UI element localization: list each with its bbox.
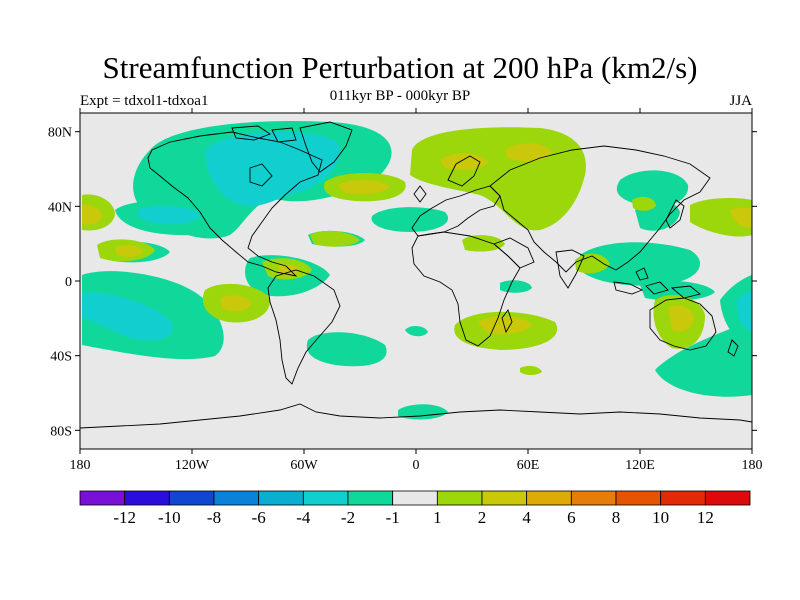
- coastline-hudson-bay: [249, 163, 273, 187]
- colorbar-swatch: [347, 490, 394, 506]
- lon-tick-label: 60W: [290, 458, 318, 473]
- coastline-indonesia: [613, 267, 701, 299]
- contour-positive-north-africa: [462, 235, 505, 252]
- colorbar-label: 10: [652, 508, 669, 527]
- period-label: 011kyr BP - 000kyr BP: [329, 88, 471, 104]
- coastline-new-zealand: [727, 339, 739, 357]
- contour-positive-mid-atlantic: [310, 230, 360, 247]
- contour-positive-caribbean-core: [278, 264, 300, 276]
- coastline-india: [555, 249, 585, 289]
- coastline-scandinavia: [447, 155, 481, 187]
- lon-tick-label: 120W: [175, 458, 210, 473]
- lon-tick-label: 120E: [625, 458, 655, 473]
- contour-positive-north-pacific-east: [690, 197, 752, 237]
- colorbar-label: -2: [341, 508, 355, 527]
- colorbar-label: -4: [296, 508, 311, 527]
- colorbar-label: 8: [612, 508, 621, 527]
- map-panel: 180 120W 60W 0 60E 120E 180 80N 40N 0 40S 80S: [48, 108, 763, 473]
- coastline-arabia: [493, 237, 535, 269]
- contour-positive-east-africa-small: [520, 365, 542, 375]
- colorbar-label: -1: [386, 508, 400, 527]
- colorbar-label: -6: [252, 508, 266, 527]
- coastline-madagascar: [501, 309, 513, 334]
- colorbar-label: 12: [697, 508, 714, 527]
- contour-negative-indonesia: [640, 280, 715, 301]
- colorbar-swatch: [124, 490, 170, 506]
- contour-positive-australia-core: [668, 305, 694, 332]
- lat-tick-label: 40S: [50, 350, 72, 365]
- colorbar-swatch: [481, 490, 528, 506]
- lon-tick-label: 180: [70, 458, 91, 473]
- contour-negative-pacific-west-core: [82, 292, 173, 341]
- colorbar-swatch: [79, 490, 126, 506]
- coastline-arctic-islands: [231, 125, 297, 143]
- experiment-label: Expt = tdxol1-tdxoa1: [80, 93, 209, 109]
- lon-tick-label: 0: [413, 458, 420, 473]
- contour-positive-north-pacific-west-core: [82, 204, 102, 225]
- contour-positive-central-pacific-core: [115, 245, 143, 257]
- colorbar-label: -10: [158, 508, 181, 527]
- contour-negative-east-asia: [616, 170, 689, 207]
- coastlines: [80, 121, 752, 429]
- colorbar-label: 4: [522, 508, 531, 527]
- map-title: Streamfunction Perturbation at 200 hPa (…: [102, 50, 698, 85]
- coastline-north-america: [147, 131, 323, 277]
- contour-positive-eurasia-core-west: [440, 153, 488, 170]
- contour-positive-north-pacific-east-core: [730, 207, 752, 228]
- colorbar-swatch: [570, 490, 617, 506]
- contour-negative-pacific-east-edge: [720, 275, 752, 345]
- coastline-antarctica: [80, 403, 752, 429]
- contour-positive-tropical-pacific-core: [220, 295, 252, 312]
- colorbar-label: -8: [207, 508, 221, 527]
- colorbar-swatch: [302, 490, 349, 506]
- colorbar-swatch: [436, 490, 483, 506]
- contour-negative-pacific-east-core: [736, 290, 752, 332]
- contour-negative-antarctica: [398, 404, 448, 420]
- colorbar-label: 1: [433, 508, 442, 527]
- colorbar-swatch: [660, 490, 706, 506]
- map-axis-ticks: 180 120W 60W 0 60E 120E 180 80N 40N 0 40S 80S: [48, 108, 763, 473]
- contour-positive-south-indian-core: [478, 316, 532, 334]
- lon-tick-label: 180: [742, 458, 763, 473]
- coastline-australia: [649, 297, 717, 351]
- contour-negative-south-atlantic-small: [405, 326, 428, 337]
- colorbar-label: -12: [113, 508, 136, 527]
- coastline-asia: [489, 145, 711, 273]
- contour-negative-atlantic: [371, 207, 449, 232]
- colorbar-swatch: [258, 490, 304, 506]
- colorbar-swatch: [168, 490, 215, 506]
- lat-tick-label: 80N: [48, 126, 72, 141]
- coastline-japan: [665, 199, 685, 229]
- colorbar-swatch: [213, 490, 260, 506]
- contour-negative-southern-ocean-east: [655, 320, 752, 397]
- colorbar-label: 6: [567, 508, 576, 527]
- contour-positive-eurasia-core-east: [505, 143, 552, 162]
- contour-negative-south-america: [306, 332, 387, 367]
- coastline-uk: [413, 185, 427, 203]
- colorbar-swatch: [526, 490, 572, 506]
- contour-negative-africa-south: [500, 280, 532, 293]
- colorbar-swatch: [615, 490, 662, 506]
- colorbar: -12 -10 -8 -6 -4 -2 -1 1 2 4 6 8 10 12: [79, 490, 751, 527]
- colorbar-label: 2: [478, 508, 487, 527]
- colorbar-swatch: [704, 490, 751, 506]
- contour-positive-indian-subcontinent: [575, 253, 610, 274]
- lat-tick-label: 0: [65, 275, 72, 290]
- season-label: JJA: [729, 93, 752, 109]
- contour-negative-pacific-north-core: [137, 205, 200, 225]
- contour-negative-north-america-core: [205, 131, 341, 207]
- contour-positive-north-atlantic-core: [338, 179, 390, 195]
- colorbar-swatch: [392, 490, 438, 506]
- coastline-south-america: [267, 269, 341, 385]
- contour-positive-tibet: [632, 196, 656, 211]
- contour-fill-layer: [82, 120, 752, 420]
- lat-tick-label: 80S: [50, 424, 72, 439]
- lat-tick-label: 40N: [48, 200, 72, 215]
- coastline-greenland: [299, 121, 353, 173]
- contour-negative-indian-ocean: [580, 242, 700, 286]
- lon-tick-label: 60E: [517, 458, 540, 473]
